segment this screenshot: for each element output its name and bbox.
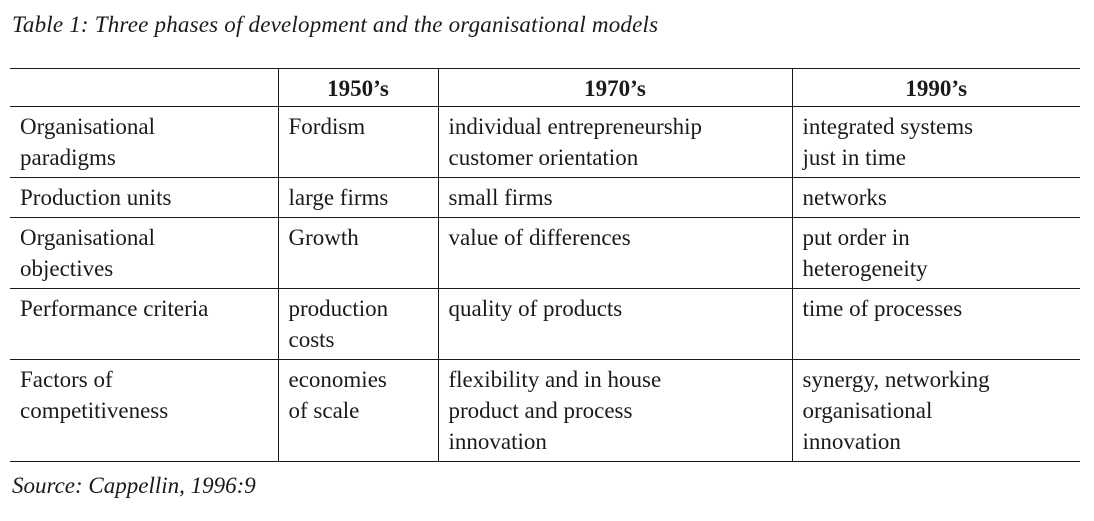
table-header-row: 1950’s 1970’s 1990’s: [10, 68, 1080, 107]
row-label: Production units: [10, 177, 278, 218]
cell-1950s: production costs: [277, 288, 438, 360]
source-note: Source: Cappellin, 1996:9: [12, 473, 256, 498]
cell-1950s: large firms: [277, 177, 438, 218]
table-row-factors-of-competitiveness: Factors of competitiveness economies of …: [10, 359, 1080, 462]
cell-1970s: quality of products: [437, 288, 792, 360]
table-row-production-units: Production units large firms small firms…: [10, 177, 1080, 218]
phases-table: 1950’s 1970’s 1990’s Organisational para…: [10, 68, 1080, 462]
cell-1950s: Fordism: [277, 106, 438, 178]
cell-1970s: small firms: [437, 177, 792, 218]
table-row-organisational-paradigms: Organisational paradigms Fordism individ…: [10, 106, 1080, 178]
cell-1970s: value of differences: [437, 217, 792, 289]
cell-1990s: time of processes: [791, 288, 1080, 360]
table-caption: Table 1: Three phases of development and…: [12, 12, 659, 37]
cell-1990s: put order in heterogeneity: [791, 217, 1080, 289]
header-empty: [10, 68, 278, 107]
cell-1970s: individual entrepreneurship customer ori…: [437, 106, 792, 178]
row-label: Organisational paradigms: [10, 106, 278, 178]
cell-1950s: Growth: [277, 217, 438, 289]
header-1970s: 1970’s: [437, 68, 792, 107]
header-1950s: 1950’s: [277, 68, 438, 107]
header-1990s: 1990’s: [791, 68, 1080, 107]
cell-1970s: flexibility and in house product and pro…: [437, 359, 792, 462]
cell-1990s: synergy, networking organisational innov…: [791, 359, 1080, 462]
row-label: Performance criteria: [10, 288, 278, 360]
table-row-organisational-objectives: Organisational objectives Growth value o…: [10, 217, 1080, 289]
row-label: Factors of competitiveness: [10, 359, 278, 462]
cell-1990s: networks: [791, 177, 1080, 218]
cell-1950s: economies of scale: [277, 359, 438, 462]
cell-1990s: integrated systems just in time: [791, 106, 1080, 178]
row-label: Organisational objectives: [10, 217, 278, 289]
table-row-performance-criteria: Performance criteria production costs qu…: [10, 288, 1080, 360]
